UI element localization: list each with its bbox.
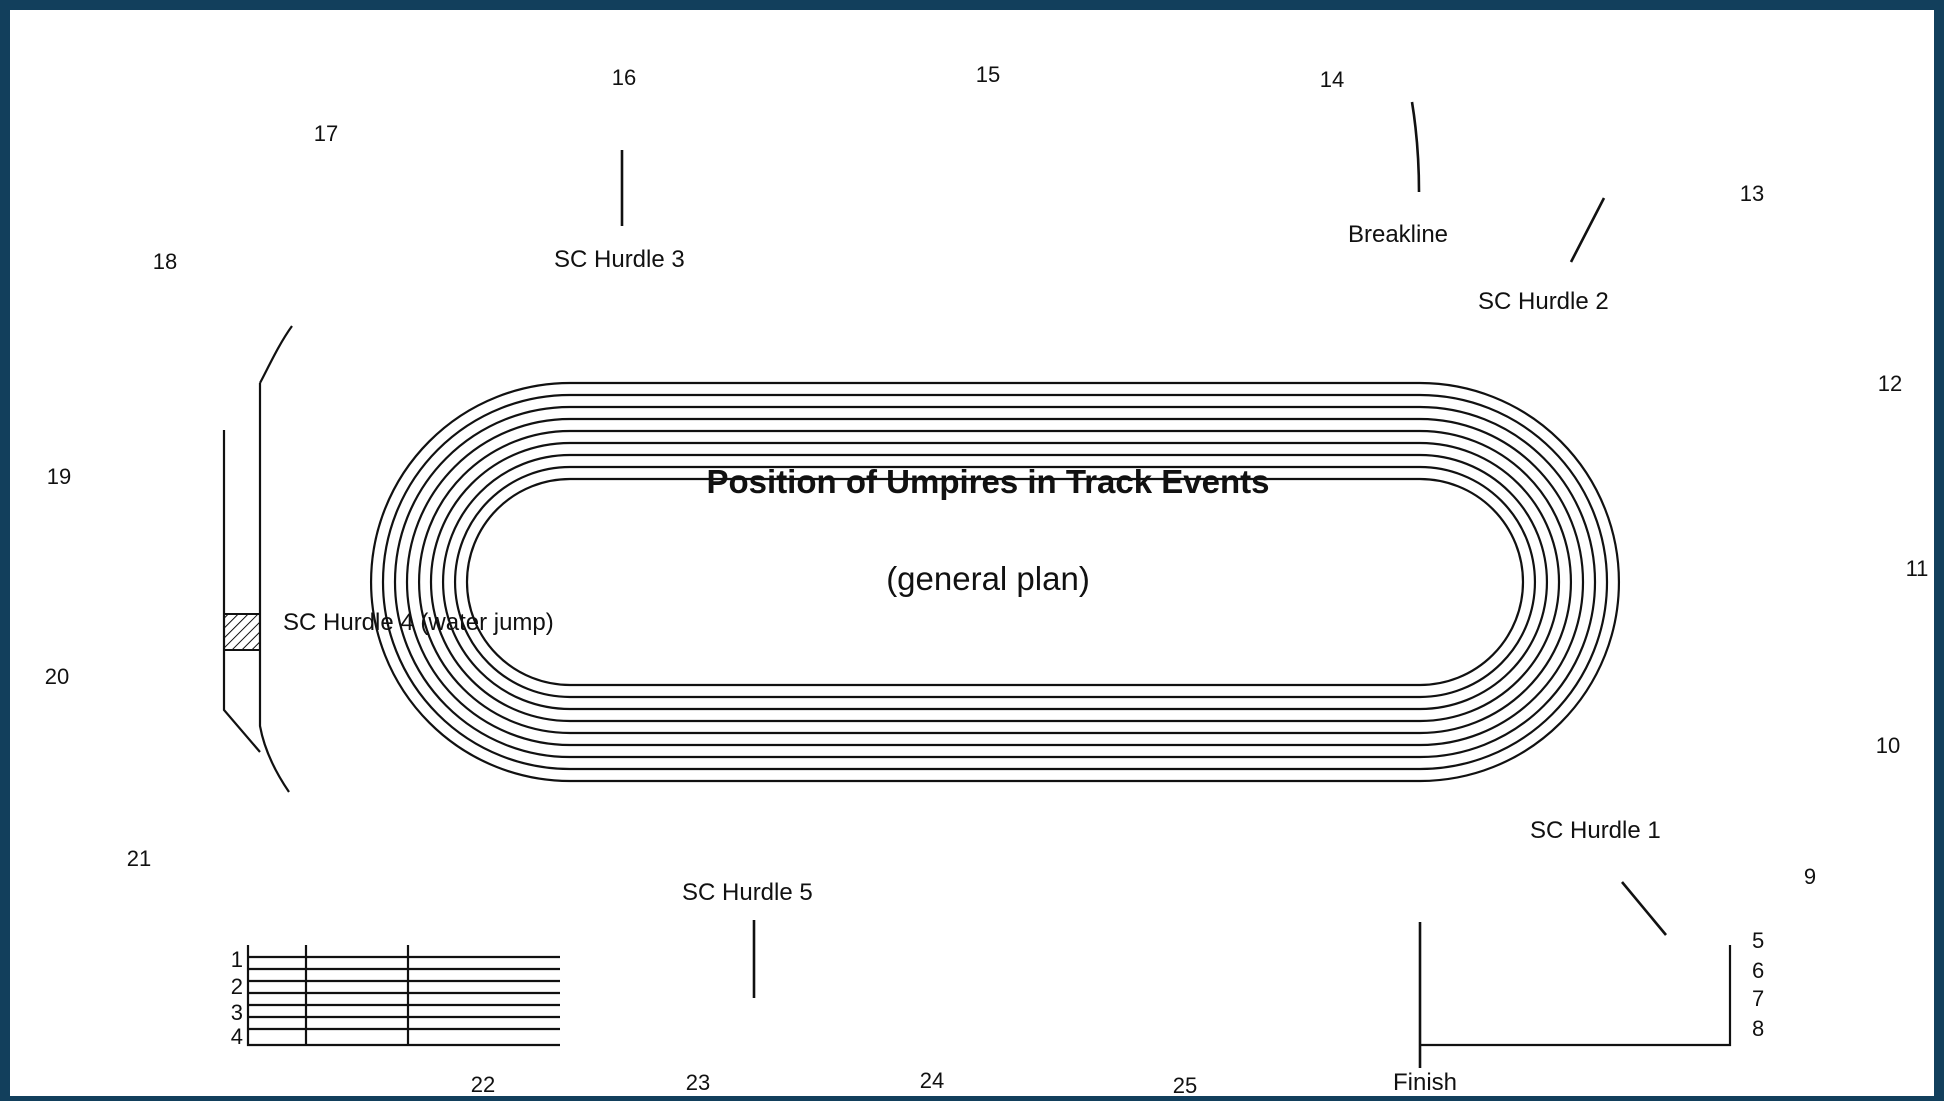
lane-line [441, 453, 1549, 711]
umpire-position-label: 11 [1906, 556, 1929, 581]
lane-line [381, 393, 1609, 771]
track-markers [620, 101, 1668, 1068]
umpire-position-label: 23 [686, 1070, 710, 1095]
sc-hurdle-1-bar [1620, 881, 1668, 936]
umpire-position-label: 24 [920, 1068, 944, 1093]
umpire-position-label: 21 [127, 846, 151, 871]
lane-line [417, 429, 1573, 735]
lane-numbers: 1 2 3 4 5 6 7 8 [231, 928, 1765, 1049]
track-diagram: Position of Umpires in Track Events (gen… [45, 62, 1929, 1098]
start-stagger [246, 945, 1732, 1047]
umpire-position-label: 17 [314, 121, 338, 146]
umpire-position-label: 9 [1804, 864, 1816, 889]
lane-number: 1 [231, 947, 243, 972]
umpire-position-label: 15 [976, 62, 1000, 87]
umpire-position-label: 22 [471, 1072, 495, 1096]
diagram-subtitle: (general plan) [886, 560, 1090, 597]
lane-number: 3 [231, 1000, 243, 1025]
sc-hurdle-2-label: SC Hurdle 2 [1478, 288, 1609, 315]
finish-label: Finish [1393, 1069, 1457, 1096]
sc-hurdle-5-label: SC Hurdle 5 [682, 879, 813, 906]
sc-hurdle-3-label: SC Hurdle 3 [554, 246, 685, 273]
lane-number: 8 [1752, 1016, 1764, 1041]
lane-line [393, 405, 1597, 759]
water-jump-loop [222, 325, 293, 793]
umpire-position-label: 12 [1878, 371, 1902, 396]
lane-number: 7 [1752, 986, 1764, 1011]
umpire-position-label: 14 [1320, 67, 1344, 92]
lane-line [453, 465, 1537, 699]
sc-hurdle-4-label: SC Hurdle 4 (water jump) [283, 609, 554, 636]
lane-line [465, 477, 1525, 687]
umpire-position-label: 25 [1173, 1073, 1197, 1096]
breakline-label: Breakline [1348, 221, 1448, 248]
sc-hurdle-2-bar [1569, 197, 1606, 263]
diagram-frame: Position of Umpires in Track Events (gen… [10, 10, 1934, 1098]
sc-hurdle-1-label: SC Hurdle 1 [1530, 817, 1661, 844]
lane-number: 4 [231, 1024, 243, 1049]
lane-line [429, 441, 1561, 723]
breakline-curve [1410, 101, 1421, 193]
water-jump-pit [223, 613, 261, 651]
running-lanes [369, 381, 1621, 783]
diagram-title: Position of Umpires in Track Events [707, 463, 1270, 500]
umpire-positions: 9 10 11 12 13 14 15 16 17 18 19 20 21 22… [45, 62, 1929, 1098]
umpire-position-label: 20 [45, 664, 69, 689]
lane-line [405, 417, 1585, 747]
lane-line [369, 381, 1621, 783]
lane-number: 6 [1752, 958, 1764, 983]
umpire-position-label: 13 [1740, 181, 1764, 206]
umpire-position-label: 19 [47, 464, 71, 489]
umpire-position-label: 18 [153, 249, 177, 274]
lane-number: 2 [231, 974, 243, 999]
umpire-position-label: 10 [1876, 733, 1900, 758]
lane-number: 5 [1752, 928, 1764, 953]
umpire-position-label: 16 [612, 65, 636, 90]
